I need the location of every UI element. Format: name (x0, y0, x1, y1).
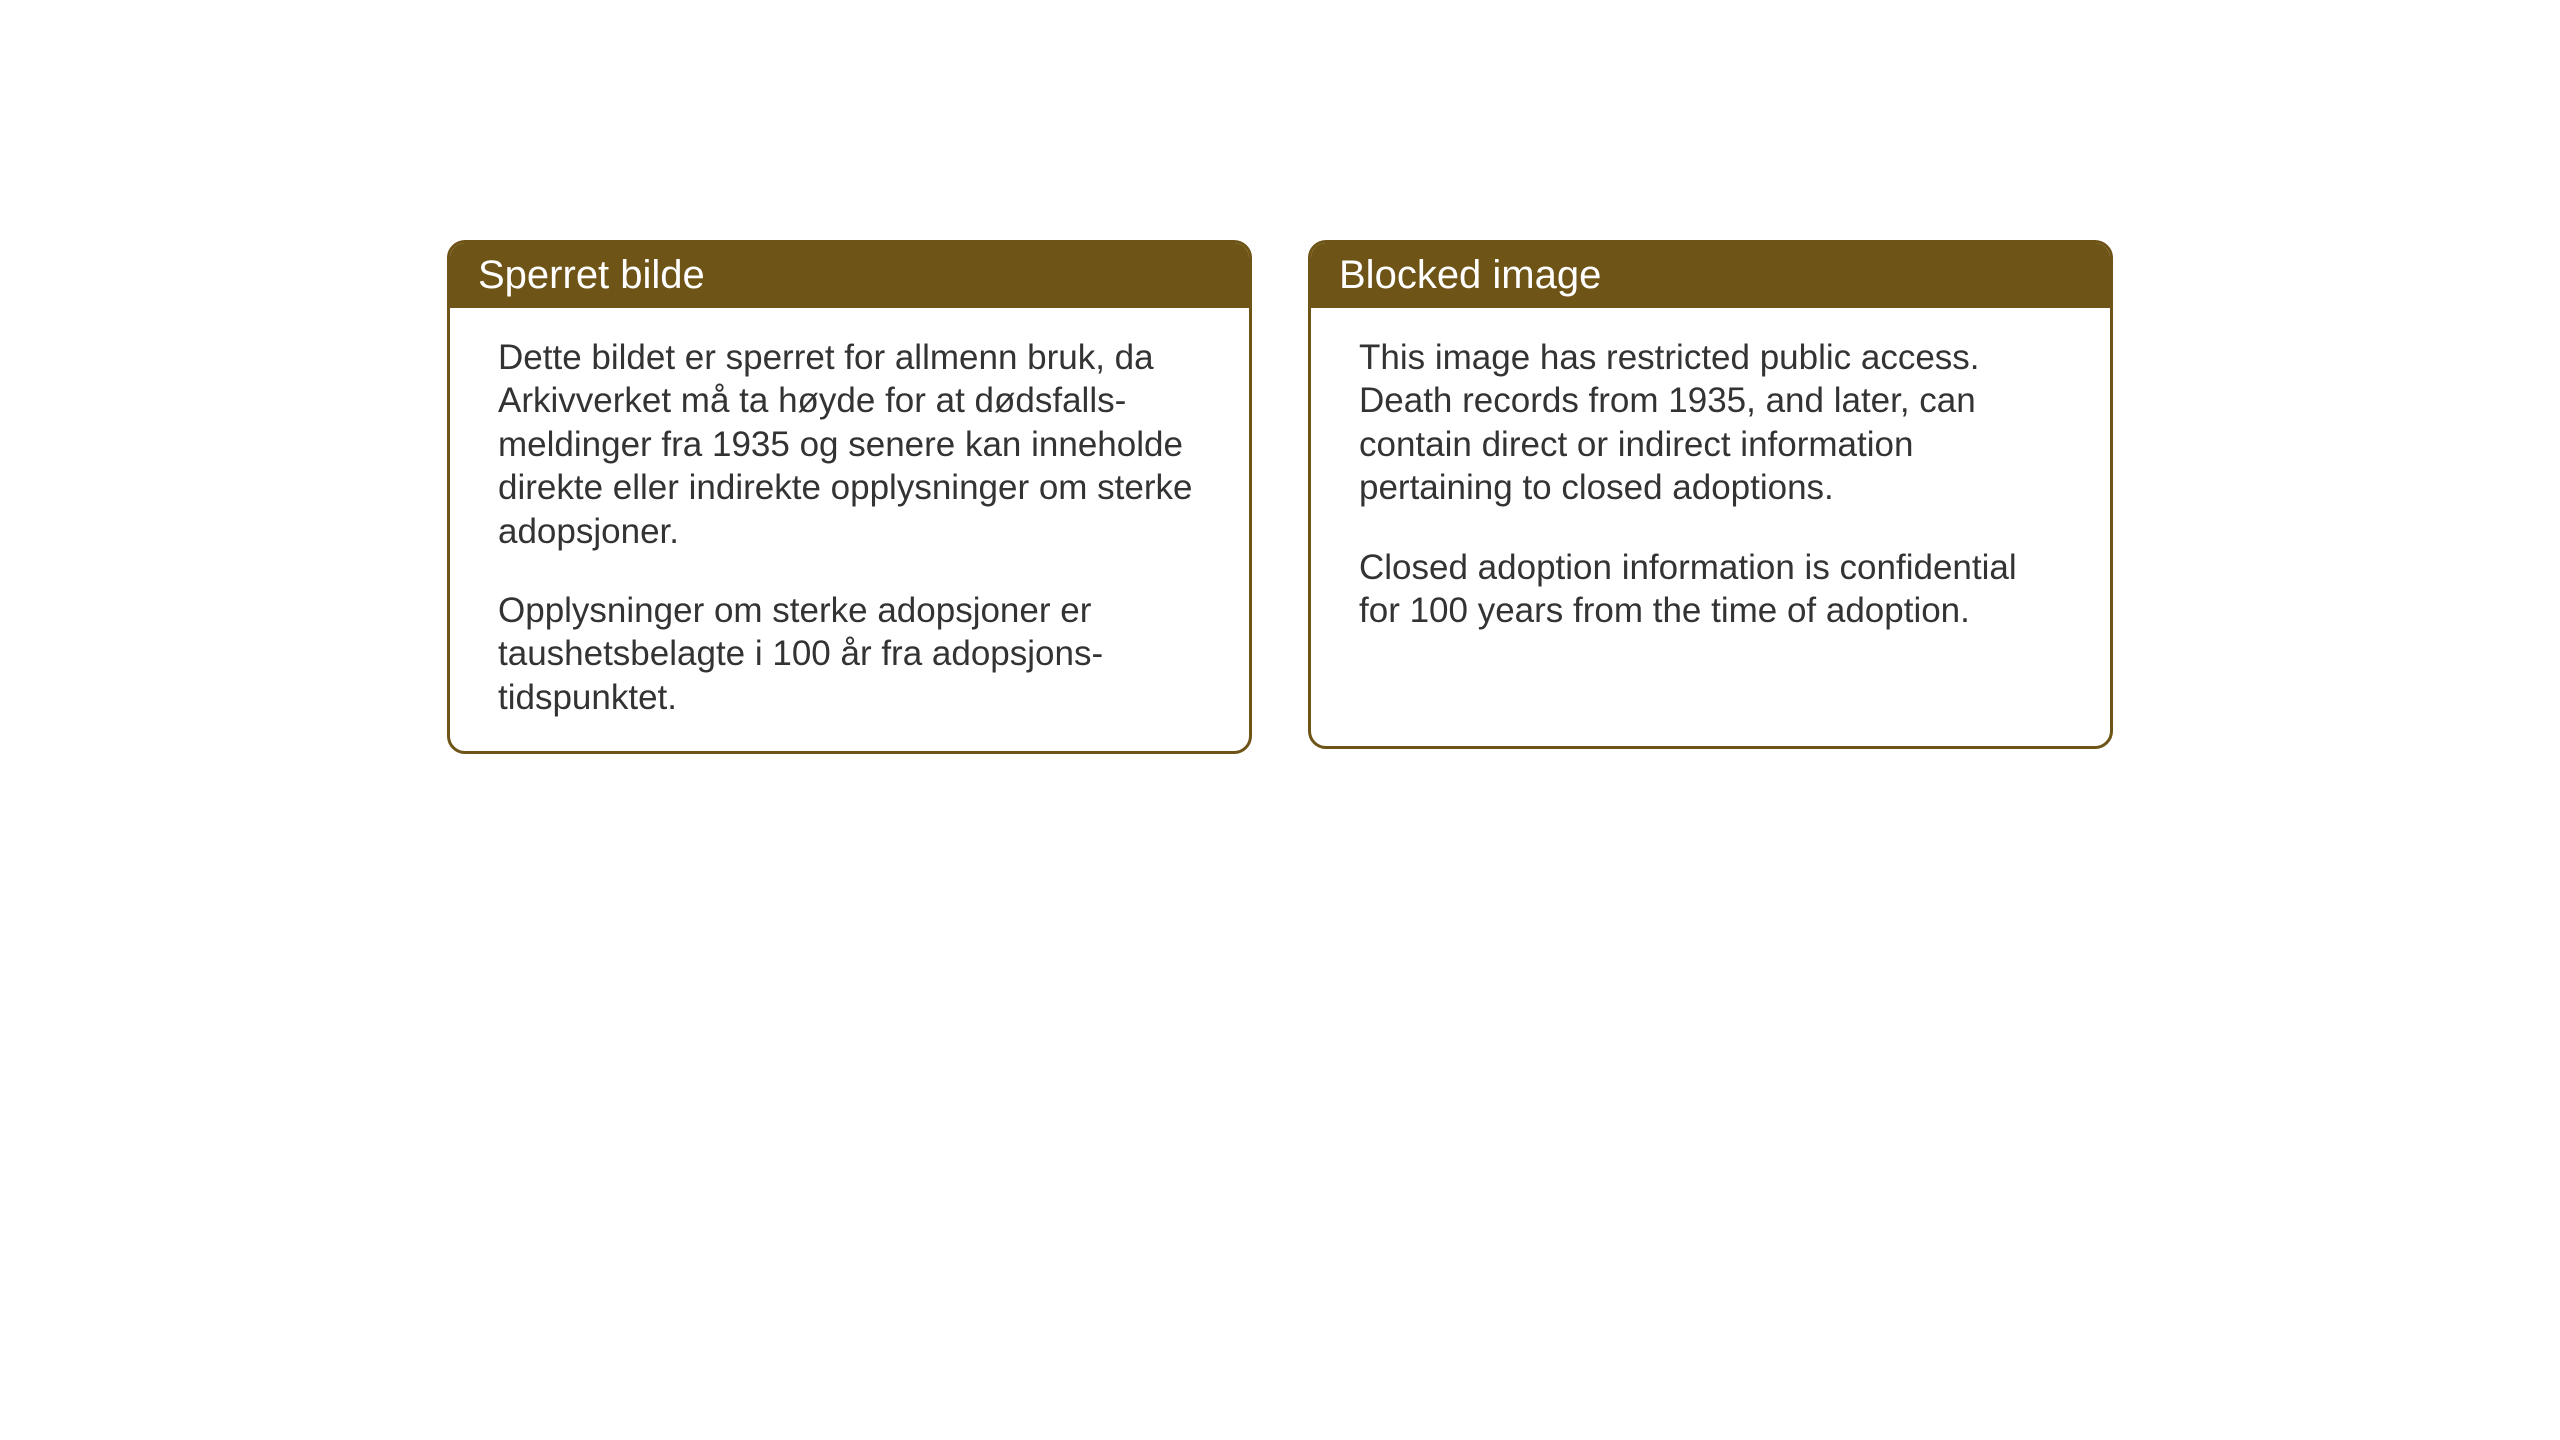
english-paragraph-2: Closed adoption information is confident… (1359, 546, 2062, 633)
english-card-title: Blocked image (1311, 243, 2110, 308)
english-card-body: This image has restricted public access.… (1311, 308, 2110, 664)
english-notice-card: Blocked image This image has restricted … (1308, 240, 2113, 749)
norwegian-paragraph-2: Opplysninger om sterke adopsjoner er tau… (498, 589, 1201, 719)
norwegian-notice-card: Sperret bilde Dette bildet er sperret fo… (447, 240, 1252, 754)
norwegian-paragraph-1: Dette bildet er sperret for allmenn bruk… (498, 336, 1201, 553)
norwegian-card-title: Sperret bilde (450, 243, 1249, 308)
english-paragraph-1: This image has restricted public access.… (1359, 336, 2062, 510)
norwegian-card-body: Dette bildet er sperret for allmenn bruk… (450, 308, 1249, 751)
notice-cards-container: Sperret bilde Dette bildet er sperret fo… (447, 240, 2113, 754)
